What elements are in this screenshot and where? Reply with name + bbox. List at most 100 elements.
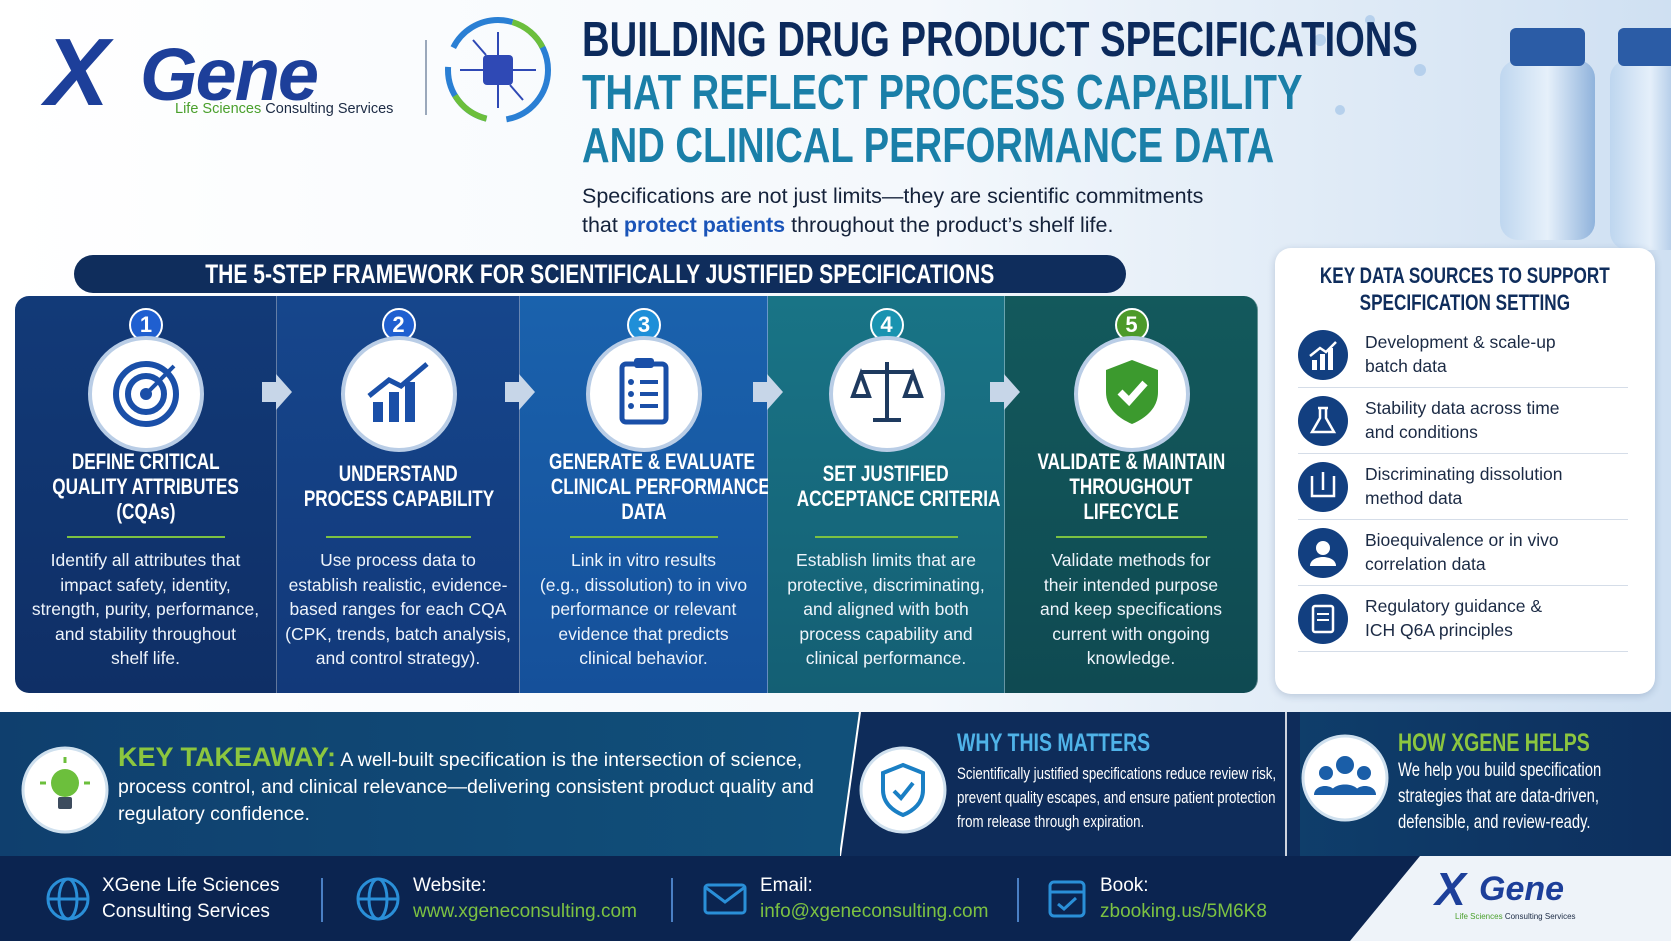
step-text-line-text: Establish limits that are <box>796 550 976 570</box>
framework-title: THE 5-STEP FRAMEWORK FOR SCIENTIFICALLY … <box>205 259 995 289</box>
step-title: GENERATE & EVALUATE CLINICAL PERFORMANCE D… <box>520 446 770 526</box>
step-text-line-text: Link in vitro results <box>571 550 716 570</box>
step-title-line-text: THROUGHOUT <box>1069 473 1193 499</box>
icon-shape <box>388 392 399 422</box>
source-line-text: Stability data across time <box>1365 398 1560 418</box>
step-arrow <box>990 374 1020 410</box>
step-column: 3 GENERATE & EVALUATE CLINICAL PERFORMANCE… <box>520 296 770 693</box>
title-text: AND CLINICAL PERFORMANCE DATA <box>582 119 1275 173</box>
step-icon <box>586 336 702 452</box>
step-text-line: establish realistic, evidence- <box>277 573 519 598</box>
step-text: Validate methods for their intended purpo… <box>1005 548 1257 671</box>
step-title-line: LIFECYCLE <box>1005 499 1257 524</box>
website-link[interactable]: www.xgeneconsulting.com <box>413 901 637 922</box>
source-line-text: Regulatory guidance & <box>1365 596 1543 616</box>
step-title-line: GENERATE & EVALUATE <box>520 449 767 474</box>
step-text-line: strength, purity, performance, <box>15 597 276 622</box>
arrow-shape <box>262 374 292 410</box>
email-link[interactable]: info@xgeneconsulting.com <box>760 901 989 922</box>
step-divider <box>325 536 472 538</box>
source-line-text: batch data <box>1365 356 1447 376</box>
step-text-line-text: process capability and <box>799 623 973 644</box>
email-label: Email: <box>760 875 813 896</box>
step-title-line-text: CLINICAL PERFORMANCE <box>550 473 770 499</box>
source-icon <box>1298 528 1348 578</box>
source-line-text: Discriminating dissolution <box>1365 464 1563 484</box>
step-arrow <box>753 374 783 410</box>
step-text-line-text: and control strategy). <box>315 648 481 668</box>
icon-shape <box>628 379 634 409</box>
icon-shape <box>849 368 872 398</box>
step-divider <box>569 536 719 538</box>
book-label: Book: <box>1100 875 1149 896</box>
step-text-line: performance or relevant <box>520 597 767 622</box>
step-text-line: Identify all attributes that <box>15 548 276 573</box>
why-line-text: from release through expiration. <box>957 812 1145 831</box>
step-title-line: DATA <box>520 499 767 524</box>
step-icon <box>88 336 204 452</box>
step-column: 2 UNDERSTAND PROCESS CAPABILITY Use process… <box>277 296 520 693</box>
icon-shape <box>1309 406 1337 434</box>
icon-shape <box>1316 541 1330 555</box>
step-text-line-text: impact safety, identity, <box>60 574 231 595</box>
step-text-line-text: shelf life. <box>110 648 181 668</box>
step-title: UNDERSTAND PROCESS CAPABILITY <box>277 446 519 526</box>
step-text-line-text: protective, discriminating, <box>787 574 985 595</box>
icon-shape <box>1312 360 1317 370</box>
icon-shape <box>366 362 429 398</box>
book-link[interactable]: zbooking.us/5M6K8 <box>1100 901 1267 922</box>
step-text-line: shelf life. <box>15 646 276 671</box>
takeaway-text: A well-built specification is the inters… <box>118 749 814 825</box>
step-column: 1 DEFINE CRITICAL QUALITY ATTRIBUTES (CQAs)… <box>15 296 277 693</box>
source-icon <box>1298 462 1348 512</box>
tagline-rest: Consulting Services <box>1504 912 1576 921</box>
step-title-line: PROCESS CAPABILITY <box>277 486 519 511</box>
step-text-line-text: clinical performance. <box>805 648 967 668</box>
source-line: Stability data across time <box>1365 396 1560 420</box>
source-text: Regulatory guidance & ICH Q6A principles <box>1365 594 1542 642</box>
step-title-line-text: ACCEPTANCE CRITERIA <box>796 486 1001 511</box>
step-title-line-text: QUALITY ATTRIBUTES <box>52 473 239 499</box>
subtitle-text: throughout the product’s shelf life. <box>791 213 1114 237</box>
framework-bar: THE 5-STEP FRAMEWORK FOR SCIENTIFICALLY … <box>74 255 1126 293</box>
source-icon <box>1298 396 1348 446</box>
source-line: Bioequivalence or in vivo <box>1365 528 1559 552</box>
icon-shape <box>628 403 634 409</box>
source-text: Stability data across time and conditions <box>1365 396 1560 444</box>
icon-shape <box>640 380 658 408</box>
logo-word: Gene <box>140 33 319 116</box>
subtitle: Specifications are not just limits—they … <box>582 182 1203 240</box>
icon-shape <box>628 379 634 385</box>
footer-company: XGene Life Sciences Consulting Services <box>102 873 279 925</box>
step-title-line-text: PROCESS CAPABILITY <box>303 486 495 511</box>
step-text-line-text: establish realistic, evidence- <box>288 574 508 595</box>
footer-email: Email: info@xgeneconsulting.com <box>760 873 988 925</box>
source-item: Regulatory guidance & ICH Q6A principles <box>1298 586 1628 652</box>
icon-shape <box>634 358 654 368</box>
footer-logo-word: Gene <box>1479 870 1565 908</box>
step-title-line-text: DEFINE CRITICAL <box>71 448 220 474</box>
source-line-text: method data <box>1365 488 1463 508</box>
how-line: We help you build specification <box>1398 758 1659 784</box>
step-title-line-text: GENERATE & EVALUATE <box>549 448 755 474</box>
title-line: AND CLINICAL PERFORMANCE DATA <box>582 120 1382 173</box>
why-title-text: WHY THIS MATTERS <box>957 729 1151 757</box>
footer-logo-tagline: Life Sciences Consulting Services <box>1455 912 1576 921</box>
step-text-line: and aligned with both <box>768 597 1004 622</box>
step-text-line-text: performance or relevant <box>550 599 737 619</box>
step-text-line: Link in vitro results <box>520 548 767 573</box>
step-title-line-text: LIFECYCLE <box>1083 498 1179 524</box>
step-text: Link in vitro results (e.g., dissolution)… <box>520 548 767 671</box>
title-line: BUILDING DRUG PRODUCT SPECIFICATIONS <box>582 14 1418 67</box>
circuit-icon <box>445 17 551 123</box>
step-title-line-text: (CQAs) <box>115 498 176 524</box>
source-line: batch data <box>1365 354 1556 378</box>
title-text: BUILDING DRUG PRODUCT SPECIFICATIONS <box>582 13 1418 67</box>
icon-shape <box>125 373 167 415</box>
vials-decoration <box>1314 15 1671 250</box>
source-line: Regulatory guidance & <box>1365 594 1542 618</box>
step-title-line-text: DATA <box>620 498 667 524</box>
logo-divider <box>425 40 427 115</box>
icon-shape <box>1309 341 1337 357</box>
step-text-line-text: and stability throughout <box>55 623 236 644</box>
